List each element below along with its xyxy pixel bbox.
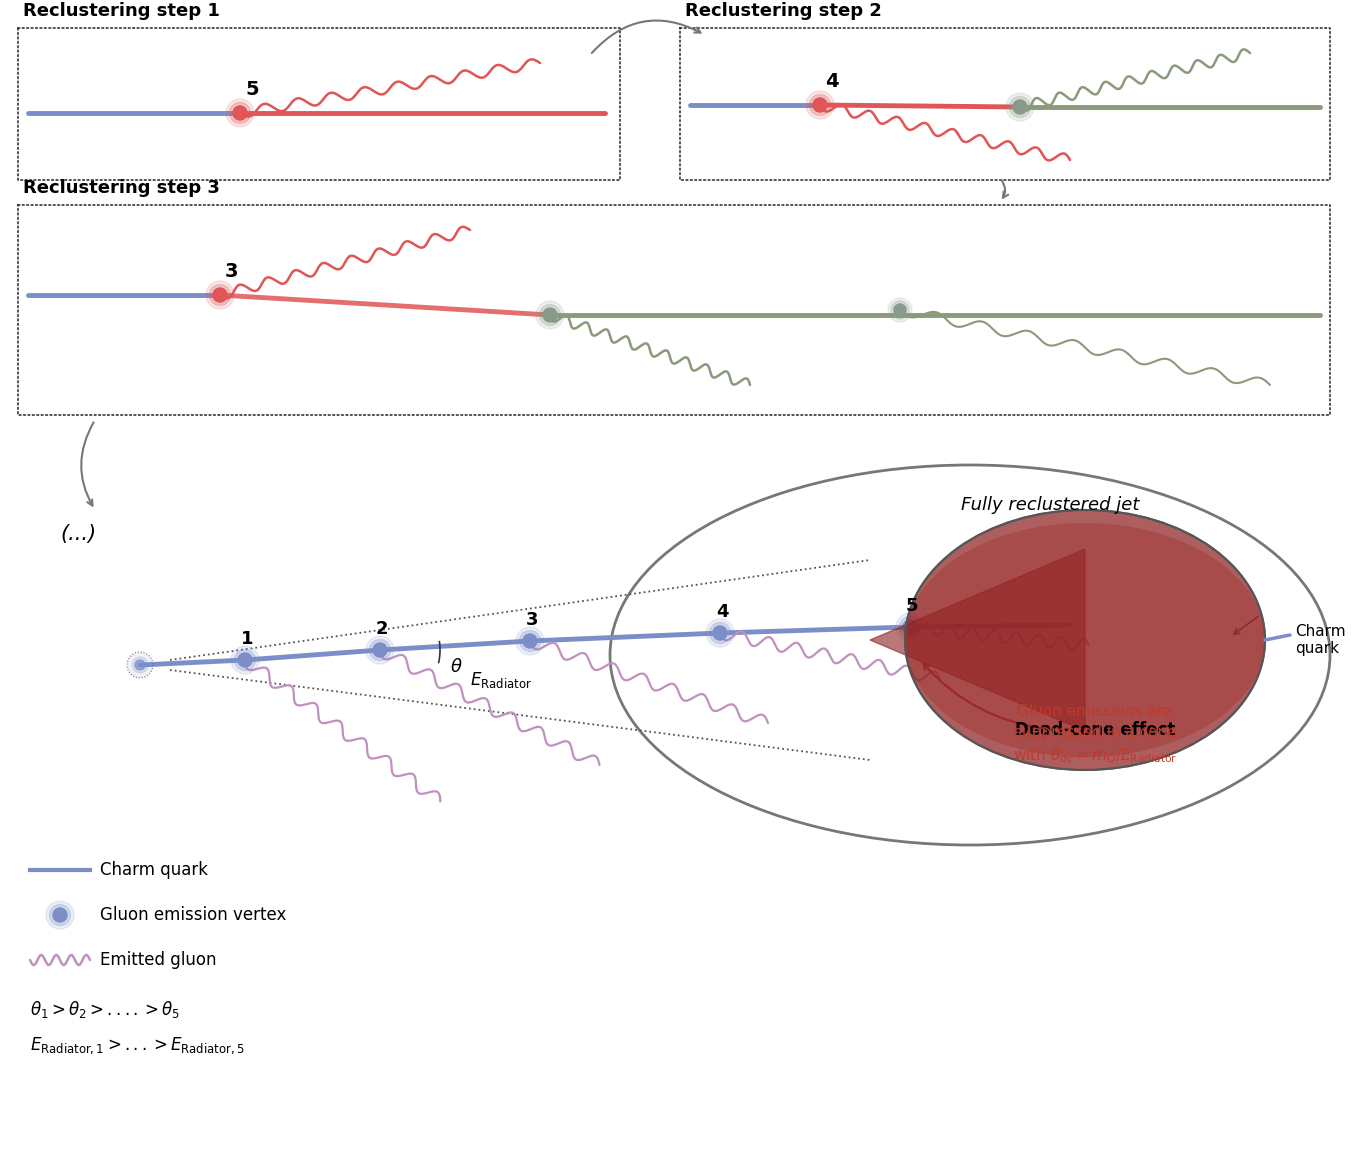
Circle shape xyxy=(903,620,917,634)
Circle shape xyxy=(519,630,541,652)
Text: $E_\mathrm{Radiator,1} > ... > E_\mathrm{Radiator,5}$: $E_\mathrm{Radiator,1} > ... > E_\mathrm… xyxy=(30,1036,244,1056)
Text: Dead-cone effect: Dead-cone effect xyxy=(1014,721,1176,738)
Text: Charm
quark: Charm quark xyxy=(1295,623,1345,657)
Circle shape xyxy=(50,904,71,925)
Circle shape xyxy=(542,308,557,323)
Text: 1: 1 xyxy=(241,630,254,647)
Text: 3: 3 xyxy=(225,262,239,281)
Circle shape xyxy=(373,643,386,657)
Circle shape xyxy=(536,301,564,329)
Text: 2: 2 xyxy=(376,620,388,638)
Circle shape xyxy=(209,285,231,305)
Ellipse shape xyxy=(904,510,1265,770)
Circle shape xyxy=(366,636,395,664)
Circle shape xyxy=(226,99,254,127)
Circle shape xyxy=(231,646,259,674)
Text: Gluon emission vertex: Gluon emission vertex xyxy=(100,905,286,924)
Text: Reclustering step 3: Reclustering step 3 xyxy=(23,179,220,197)
Circle shape xyxy=(810,94,830,115)
Polygon shape xyxy=(871,550,1085,732)
Circle shape xyxy=(896,613,923,641)
Circle shape xyxy=(1013,100,1026,114)
Circle shape xyxy=(713,626,727,641)
Circle shape xyxy=(805,91,834,119)
Circle shape xyxy=(46,901,75,929)
Text: $E_\mathrm{Radiator}$: $E_\mathrm{Radiator}$ xyxy=(471,670,532,690)
Circle shape xyxy=(517,627,544,655)
Circle shape xyxy=(523,634,537,647)
Circle shape xyxy=(233,106,247,120)
Circle shape xyxy=(894,304,906,316)
Text: Gluon emissions are
suppressed in a cone
with $\theta_{dc} = m_Q/E_\mathrm{Radia: Gluon emissions are suppressed in a cone… xyxy=(1013,704,1177,766)
Circle shape xyxy=(888,298,913,323)
Text: 3: 3 xyxy=(526,611,538,629)
Circle shape xyxy=(1009,97,1031,118)
Circle shape xyxy=(814,98,827,112)
Circle shape xyxy=(132,657,148,673)
Text: Emitted gluon: Emitted gluon xyxy=(100,952,217,969)
Circle shape xyxy=(213,288,226,302)
Circle shape xyxy=(239,653,252,667)
Text: $\theta_1 > \theta_2 > .... > \theta_5$: $\theta_1 > \theta_2 > .... > \theta_5$ xyxy=(30,999,180,1020)
Circle shape xyxy=(540,304,560,326)
Text: $\theta$: $\theta$ xyxy=(450,658,462,676)
Text: 5: 5 xyxy=(245,79,259,99)
Text: (...): (...) xyxy=(60,524,96,544)
Circle shape xyxy=(136,660,145,670)
Text: Reclustering step 1: Reclustering step 1 xyxy=(23,2,220,20)
Text: 4: 4 xyxy=(824,71,838,91)
Circle shape xyxy=(235,650,255,670)
Text: Reclustering step 2: Reclustering step 2 xyxy=(685,2,881,20)
Circle shape xyxy=(206,281,235,309)
Text: Fully reclustered jet: Fully reclustered jet xyxy=(961,497,1139,514)
Circle shape xyxy=(891,301,909,319)
Circle shape xyxy=(1006,93,1035,121)
Circle shape xyxy=(369,639,391,660)
Circle shape xyxy=(706,619,734,647)
Circle shape xyxy=(229,103,251,123)
Text: Charm quark: Charm quark xyxy=(100,861,207,879)
Text: 5: 5 xyxy=(906,597,918,615)
Circle shape xyxy=(53,908,66,922)
Circle shape xyxy=(899,616,921,637)
Circle shape xyxy=(709,622,731,644)
Text: 4: 4 xyxy=(716,602,728,621)
Ellipse shape xyxy=(904,523,1265,757)
Circle shape xyxy=(127,653,152,677)
